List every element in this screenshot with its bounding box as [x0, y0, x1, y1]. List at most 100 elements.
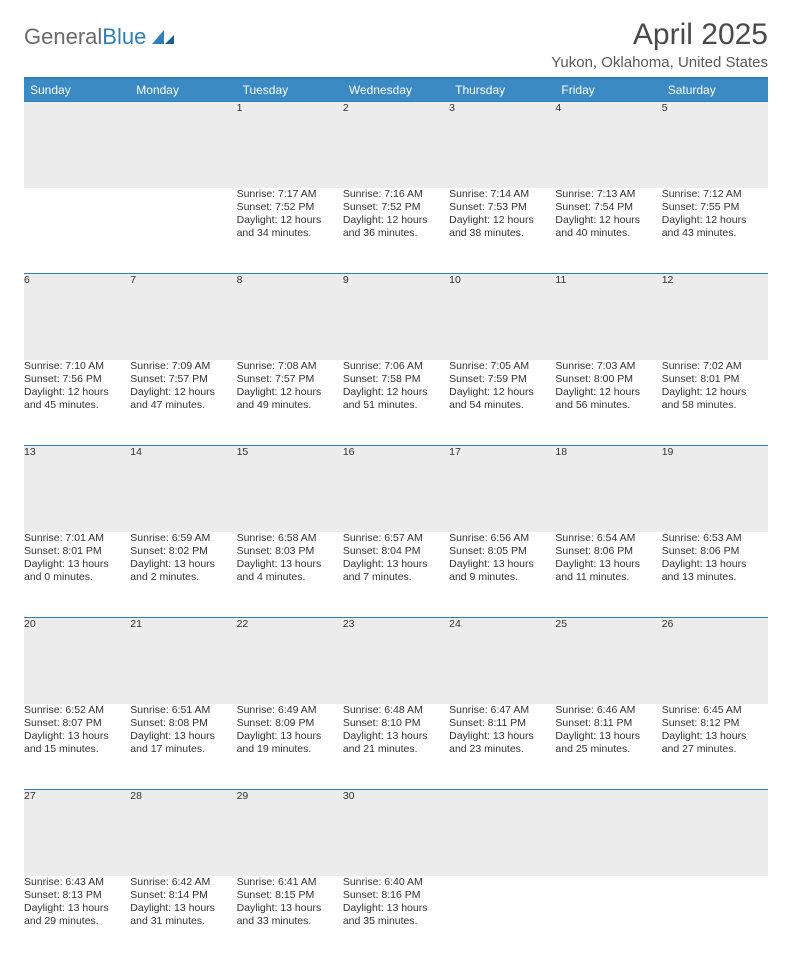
daylight-line-2: and 49 minutes.	[237, 399, 343, 412]
day-number: 14	[130, 446, 236, 532]
sunset-line: Sunset: 8:13 PM	[24, 889, 130, 902]
daylight-line-2: and 45 minutes.	[24, 399, 130, 412]
day-cell	[449, 876, 555, 962]
sunset-line: Sunset: 8:12 PM	[662, 717, 768, 730]
sunrise-line: Sunrise: 7:13 AM	[555, 188, 661, 201]
daylight-line-2: and 58 minutes.	[662, 399, 768, 412]
daylight-line-2: and 31 minutes.	[130, 915, 236, 928]
daylight-line-2: and 43 minutes.	[662, 227, 768, 240]
day-content-row: Sunrise: 6:43 AMSunset: 8:13 PMDaylight:…	[24, 876, 768, 962]
daylight-line-1: Daylight: 13 hours	[24, 730, 130, 743]
logo-word-blue: Blue	[102, 24, 146, 50]
daylight-line-1: Daylight: 13 hours	[237, 730, 343, 743]
day-number: 27	[24, 790, 130, 876]
day-cell: Sunrise: 6:48 AMSunset: 8:10 PMDaylight:…	[343, 704, 449, 790]
sunset-line: Sunset: 7:52 PM	[237, 201, 343, 214]
sunrise-line: Sunrise: 7:05 AM	[449, 360, 555, 373]
sunset-line: Sunset: 8:16 PM	[343, 889, 449, 902]
day-number: 4	[555, 102, 661, 188]
day-cell: Sunrise: 6:52 AMSunset: 8:07 PMDaylight:…	[24, 704, 130, 790]
day-number: 1	[237, 102, 343, 188]
sunset-line: Sunset: 8:08 PM	[130, 717, 236, 730]
sunset-line: Sunset: 8:14 PM	[130, 889, 236, 902]
day-cell: Sunrise: 7:01 AMSunset: 8:01 PMDaylight:…	[24, 532, 130, 618]
sunrise-line: Sunrise: 6:52 AM	[24, 704, 130, 717]
daylight-line-2: and 56 minutes.	[555, 399, 661, 412]
day-number	[555, 790, 661, 876]
day-cell: Sunrise: 7:10 AMSunset: 7:56 PMDaylight:…	[24, 360, 130, 446]
daylight-line-1: Daylight: 12 hours	[555, 386, 661, 399]
sunset-line: Sunset: 8:05 PM	[449, 545, 555, 558]
daylight-line-2: and 34 minutes.	[237, 227, 343, 240]
daylight-line-1: Daylight: 12 hours	[449, 214, 555, 227]
day-cell: Sunrise: 7:08 AMSunset: 7:57 PMDaylight:…	[237, 360, 343, 446]
day-number: 29	[237, 790, 343, 876]
sunrise-line: Sunrise: 6:51 AM	[130, 704, 236, 717]
daylight-line-2: and 36 minutes.	[343, 227, 449, 240]
sunrise-line: Sunrise: 7:03 AM	[555, 360, 661, 373]
daylight-line-2: and 0 minutes.	[24, 571, 130, 584]
day-number: 23	[343, 618, 449, 704]
day-cell: Sunrise: 6:46 AMSunset: 8:11 PMDaylight:…	[555, 704, 661, 790]
day-cell: Sunrise: 7:06 AMSunset: 7:58 PMDaylight:…	[343, 360, 449, 446]
day-cell: Sunrise: 7:13 AMSunset: 7:54 PMDaylight:…	[555, 188, 661, 274]
sunset-line: Sunset: 7:57 PM	[130, 373, 236, 386]
daylight-line-1: Daylight: 13 hours	[662, 730, 768, 743]
day-content-row: Sunrise: 7:01 AMSunset: 8:01 PMDaylight:…	[24, 532, 768, 618]
sunset-line: Sunset: 8:07 PM	[24, 717, 130, 730]
day-number: 25	[555, 618, 661, 704]
sunrise-line: Sunrise: 7:06 AM	[343, 360, 449, 373]
sunrise-line: Sunrise: 7:01 AM	[24, 532, 130, 545]
daylight-line-1: Daylight: 13 hours	[343, 730, 449, 743]
daylight-line-2: and 47 minutes.	[130, 399, 236, 412]
weekday-header: Friday	[555, 78, 661, 102]
daylight-line-1: Daylight: 13 hours	[130, 730, 236, 743]
day-cell: Sunrise: 7:17 AMSunset: 7:52 PMDaylight:…	[237, 188, 343, 274]
day-number: 19	[662, 446, 768, 532]
sunrise-line: Sunrise: 6:56 AM	[449, 532, 555, 545]
day-cell: Sunrise: 6:58 AMSunset: 8:03 PMDaylight:…	[237, 532, 343, 618]
sunrise-line: Sunrise: 6:58 AM	[237, 532, 343, 545]
day-number: 9	[343, 274, 449, 360]
sunset-line: Sunset: 8:00 PM	[555, 373, 661, 386]
daylight-line-1: Daylight: 12 hours	[343, 386, 449, 399]
day-cell: Sunrise: 6:40 AMSunset: 8:16 PMDaylight:…	[343, 876, 449, 962]
calendar-table: Sunday Monday Tuesday Wednesday Thursday…	[24, 77, 768, 962]
weekday-header: Sunday	[24, 78, 130, 102]
sunrise-line: Sunrise: 7:16 AM	[343, 188, 449, 201]
day-number: 22	[237, 618, 343, 704]
day-cell: Sunrise: 6:47 AMSunset: 8:11 PMDaylight:…	[449, 704, 555, 790]
sunset-line: Sunset: 8:09 PM	[237, 717, 343, 730]
sunset-line: Sunset: 7:59 PM	[449, 373, 555, 386]
day-cell: Sunrise: 7:09 AMSunset: 7:57 PMDaylight:…	[130, 360, 236, 446]
daylight-line-2: and 19 minutes.	[237, 743, 343, 756]
day-cell: Sunrise: 6:49 AMSunset: 8:09 PMDaylight:…	[237, 704, 343, 790]
sunset-line: Sunset: 7:58 PM	[343, 373, 449, 386]
day-content-row: Sunrise: 7:17 AMSunset: 7:52 PMDaylight:…	[24, 188, 768, 274]
day-cell: Sunrise: 6:41 AMSunset: 8:15 PMDaylight:…	[237, 876, 343, 962]
sunset-line: Sunset: 7:54 PM	[555, 201, 661, 214]
day-number: 30	[343, 790, 449, 876]
day-cell: Sunrise: 6:56 AMSunset: 8:05 PMDaylight:…	[449, 532, 555, 618]
day-number	[662, 790, 768, 876]
daylight-line-2: and 40 minutes.	[555, 227, 661, 240]
day-number: 28	[130, 790, 236, 876]
day-cell: Sunrise: 7:02 AMSunset: 8:01 PMDaylight:…	[662, 360, 768, 446]
day-cell: Sunrise: 6:51 AMSunset: 8:08 PMDaylight:…	[130, 704, 236, 790]
daylight-line-2: and 11 minutes.	[555, 571, 661, 584]
daylight-line-2: and 23 minutes.	[449, 743, 555, 756]
daylight-line-2: and 9 minutes.	[449, 571, 555, 584]
day-number: 13	[24, 446, 130, 532]
sunset-line: Sunset: 8:02 PM	[130, 545, 236, 558]
daylight-line-2: and 2 minutes.	[130, 571, 236, 584]
daylight-line-1: Daylight: 13 hours	[24, 902, 130, 915]
sunrise-line: Sunrise: 6:48 AM	[343, 704, 449, 717]
daylight-line-1: Daylight: 13 hours	[555, 558, 661, 571]
weekday-header: Tuesday	[237, 78, 343, 102]
sunset-line: Sunset: 7:56 PM	[24, 373, 130, 386]
sunset-line: Sunset: 7:52 PM	[343, 201, 449, 214]
logo: GeneralBlue	[24, 18, 176, 50]
day-number-row: 27282930	[24, 790, 768, 876]
daylight-line-1: Daylight: 12 hours	[130, 386, 236, 399]
day-number: 20	[24, 618, 130, 704]
